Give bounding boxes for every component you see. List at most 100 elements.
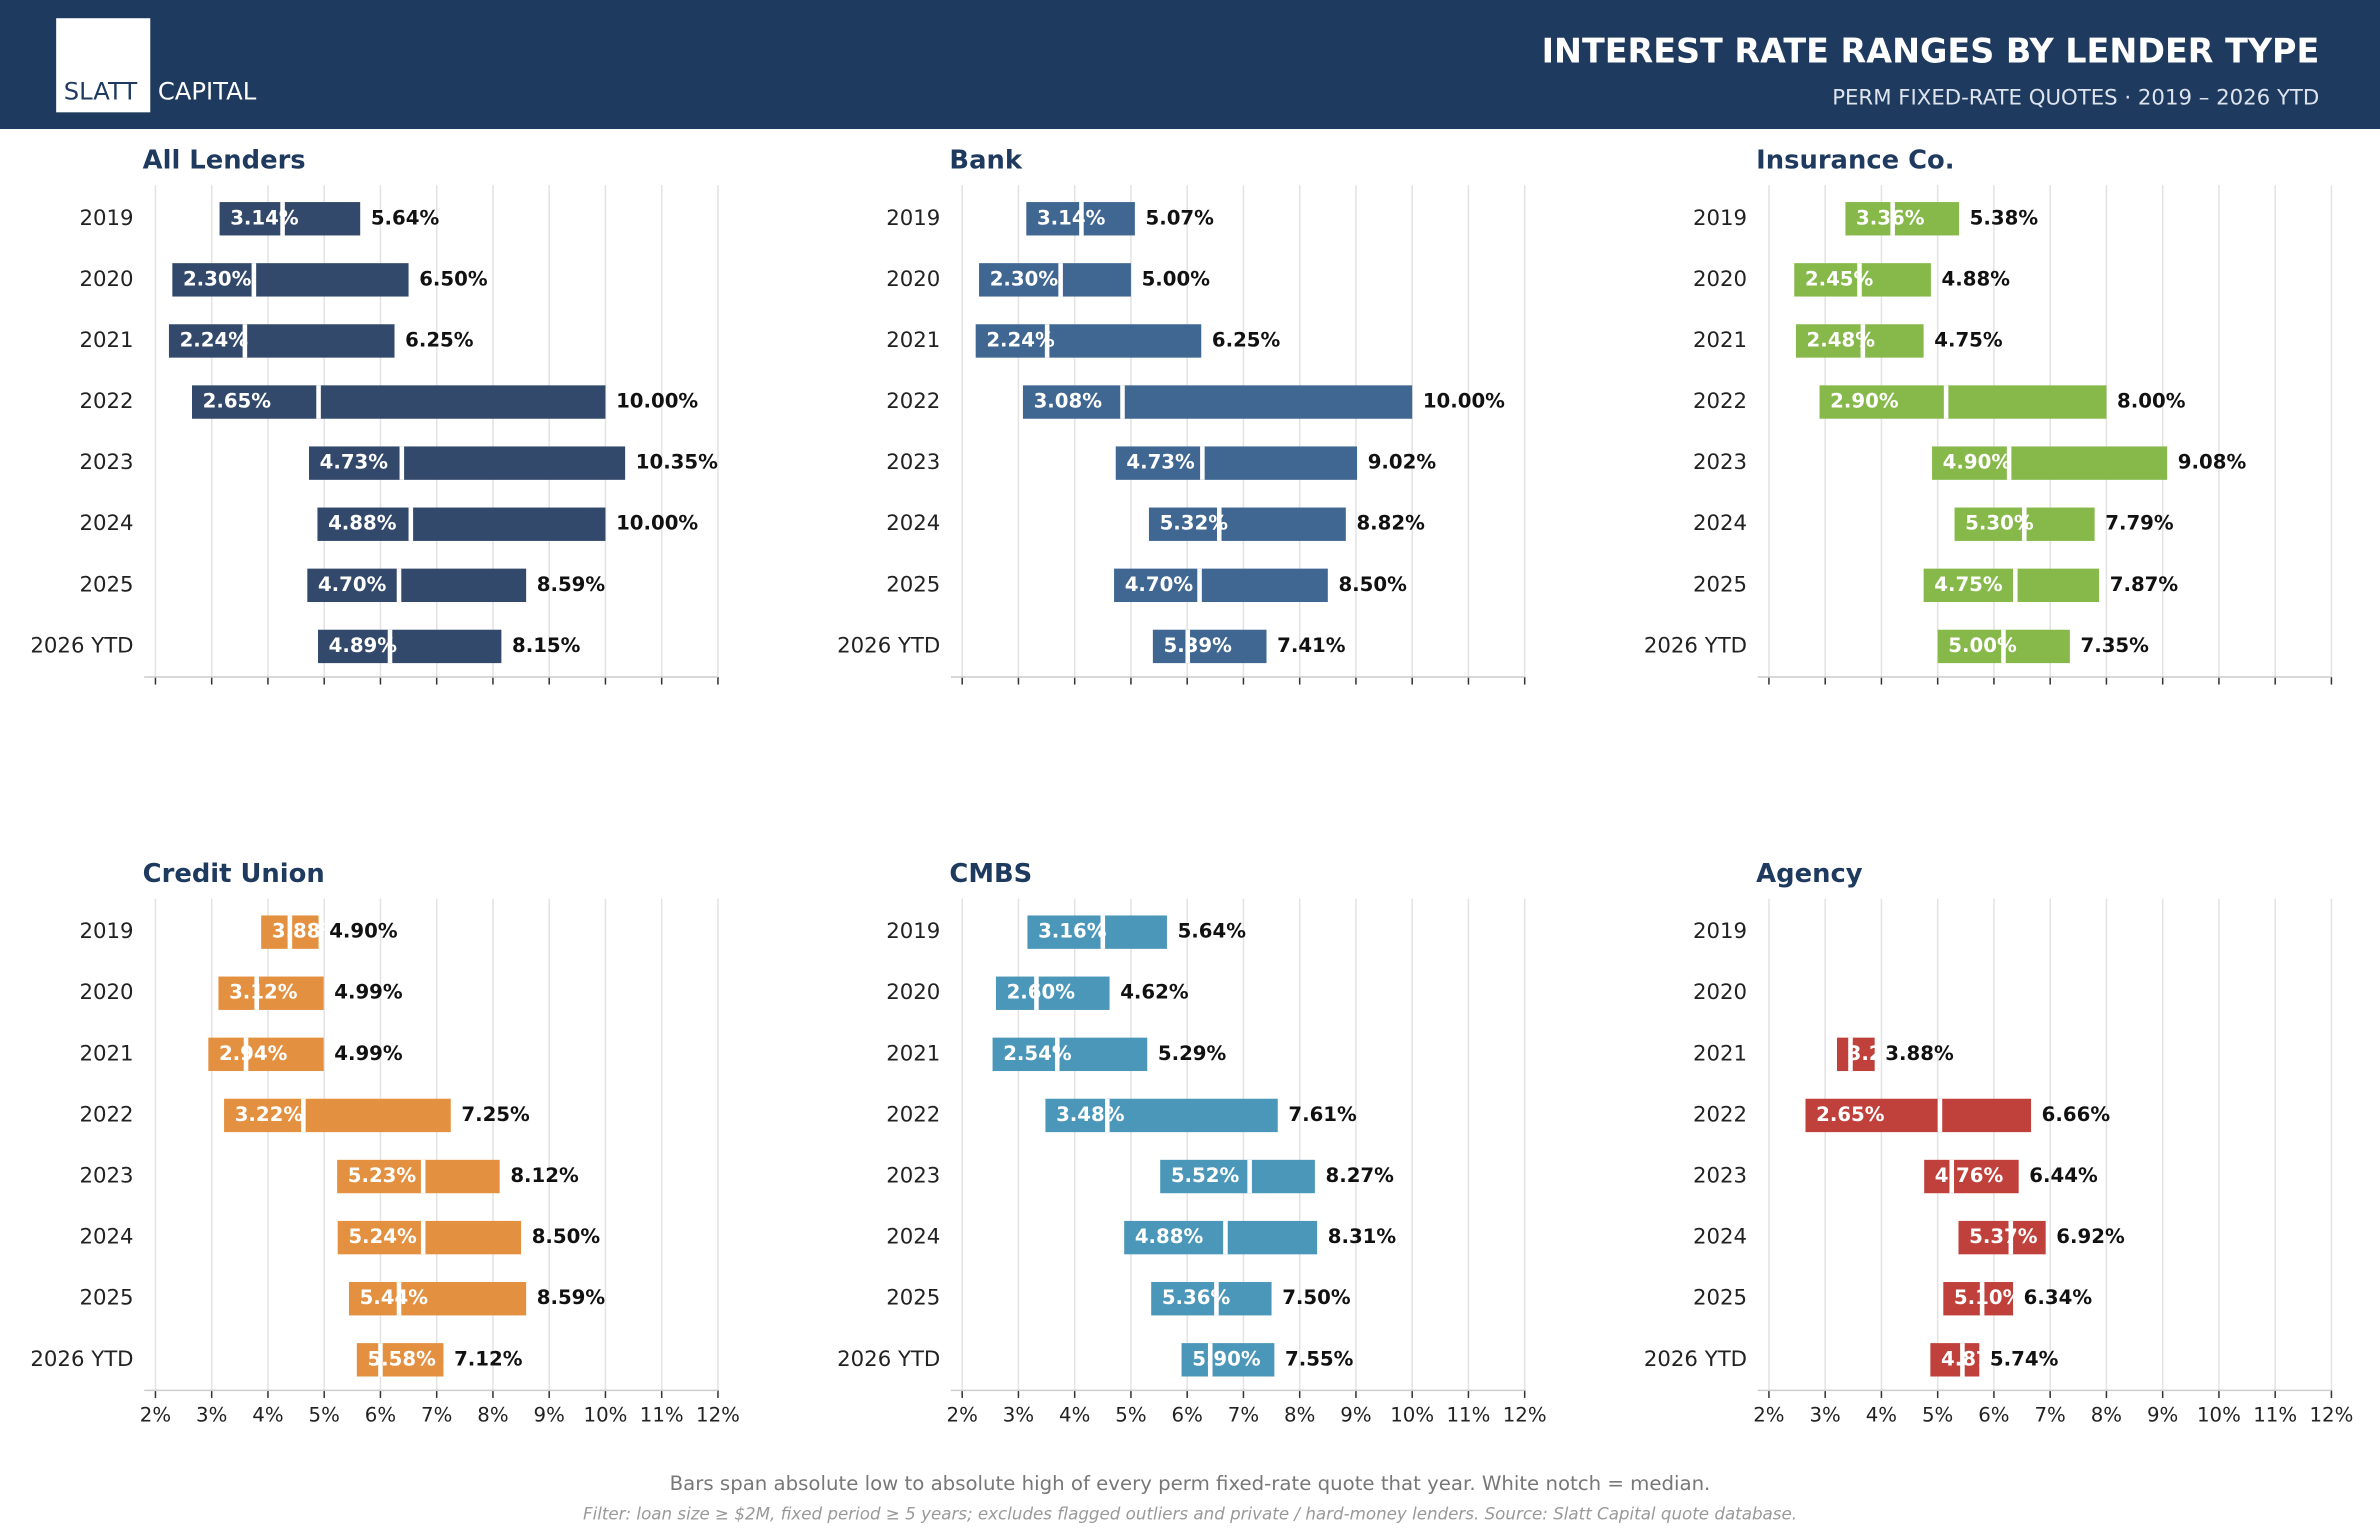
x-tick-label: 8%	[1284, 1404, 1315, 1427]
page-title: INTEREST RATE RANGES BY LENDER TYPE	[1542, 32, 2320, 71]
range-bar	[1152, 629, 1267, 664]
high-label: 7.87%	[2110, 573, 2179, 596]
x-tick-label: 12%	[696, 1404, 740, 1427]
y-tick-label: 2022	[79, 1102, 133, 1127]
range-bar	[1805, 1098, 2032, 1133]
x-tick-label: 11%	[640, 1404, 684, 1427]
x-tick-label: 3%	[196, 1404, 227, 1427]
x-tick-label: 4%	[252, 1404, 283, 1427]
y-tick-label: 2022	[1693, 389, 1747, 414]
x-tick-label: 12%	[2310, 1404, 2354, 1427]
y-tick-label: 2024	[79, 1225, 133, 1250]
low-label: 5.58%	[367, 1347, 436, 1370]
source-note: Filter: loan size ≥ $2M, fixed period ≥ …	[583, 1504, 1797, 1523]
low-label: 2.94%	[219, 1042, 288, 1065]
range-bar	[1160, 1159, 1315, 1194]
y-tick-label: 2019	[886, 206, 940, 231]
high-label: 8.12%	[510, 1164, 579, 1187]
high-label: 10.00%	[1423, 390, 1505, 413]
x-tick-label: 5%	[1115, 1404, 1146, 1427]
low-label: 4.73%	[1126, 451, 1195, 474]
range-bar	[1794, 263, 1931, 297]
low-label: 2.45%	[1805, 267, 1874, 290]
high-label: 4.75%	[1934, 328, 2003, 351]
panel-title: CMBS	[949, 859, 1032, 889]
range-bar	[1795, 324, 1924, 358]
high-label: 5.64%	[371, 206, 440, 229]
high-label: 6.50%	[419, 267, 488, 290]
y-tick-label: 2019	[79, 919, 133, 944]
high-label: 5.07%	[1146, 206, 1215, 229]
x-tick-label: 3%	[1003, 1404, 1034, 1427]
range-bar	[992, 1037, 1148, 1072]
y-tick-label: 2022	[79, 389, 133, 414]
range-bar	[1151, 1282, 1272, 1316]
y-tick-label: 2021	[79, 1041, 133, 1066]
logo-primary: SLATT	[64, 77, 138, 106]
high-label: 10.35%	[636, 451, 718, 474]
y-tick-label: 2020	[79, 267, 133, 292]
high-label: 4.90%	[329, 920, 398, 943]
x-tick-label: 5%	[1922, 1404, 1953, 1427]
y-tick-label: 2025	[79, 1286, 133, 1311]
x-tick-label: 10%	[1390, 1404, 1434, 1427]
low-label: 2.24%	[986, 328, 1055, 351]
low-label: 3.12%	[229, 981, 298, 1004]
high-label: 8.59%	[537, 1286, 606, 1309]
range-bar	[1045, 1098, 1278, 1133]
high-label: 9.02%	[1368, 451, 1437, 474]
x-tick-label: 3%	[1810, 1404, 1841, 1427]
y-tick-label: 2025	[1693, 572, 1747, 597]
range-bar	[172, 263, 409, 297]
x-tick-label: 9%	[1340, 1404, 1371, 1427]
low-label: 5.24%	[348, 1225, 417, 1248]
range-bar	[208, 1037, 324, 1072]
low-label: 4.76%	[1935, 1164, 2004, 1187]
range-bar	[1027, 915, 1167, 949]
high-label: 8.27%	[1325, 1164, 1394, 1187]
low-label: 2.24%	[180, 328, 249, 351]
x-tick-label: 10%	[2197, 1404, 2241, 1427]
high-label: 5.38%	[1970, 206, 2039, 229]
low-label: 2.60%	[1007, 981, 1076, 1004]
range-bar	[1923, 568, 2100, 603]
range-bar	[1819, 385, 2107, 419]
high-label: 5.64%	[1178, 920, 1247, 943]
high-label: 6.66%	[2042, 1103, 2111, 1126]
y-tick-label: 2019	[79, 206, 133, 231]
low-label: 5.32%	[1160, 512, 1229, 535]
low-label: 2.48%	[1807, 328, 1876, 351]
range-bar	[1958, 1220, 2046, 1255]
y-tick-label: 2019	[1693, 919, 1747, 944]
x-tick-label: 6%	[1978, 1404, 2009, 1427]
low-label: 4.90%	[1943, 451, 2012, 474]
y-tick-label: 2020	[1693, 980, 1747, 1005]
high-label: 7.25%	[461, 1103, 530, 1126]
range-bar	[348, 1282, 527, 1316]
range-bar	[337, 1159, 500, 1194]
low-label: 4.75%	[1934, 573, 2003, 596]
panel-title: Insurance Co.	[1756, 145, 1954, 175]
logo-secondary: CAPITAL	[158, 77, 257, 106]
y-tick-label: 2024	[1693, 1225, 1747, 1250]
x-tick-label: 6%	[1172, 1404, 1203, 1427]
x-tick-label: 5%	[309, 1404, 340, 1427]
low-label: 5.23%	[348, 1164, 417, 1187]
x-tick-label: 2%	[947, 1404, 978, 1427]
range-bar	[1148, 507, 1346, 541]
y-tick-label: 2025	[886, 572, 940, 597]
x-tick-label: 7%	[1228, 1404, 1259, 1427]
low-label: 2.30%	[990, 267, 1059, 290]
high-label: 5.29%	[1158, 1042, 1227, 1065]
y-tick-label: 2025	[1693, 1286, 1747, 1311]
range-bar	[317, 507, 606, 541]
x-tick-label: 4%	[1866, 1404, 1897, 1427]
high-label: 10.00%	[616, 512, 698, 535]
y-tick-label: 2019	[1693, 206, 1747, 231]
high-label: 7.55%	[1285, 1347, 1354, 1370]
low-label: 3.14%	[1037, 206, 1106, 229]
high-label: 6.34%	[2024, 1286, 2093, 1309]
footnote: Bars span absolute low to absolute high …	[670, 1472, 1711, 1495]
range-bar	[1924, 1159, 2019, 1194]
high-label: 7.12%	[454, 1347, 523, 1370]
